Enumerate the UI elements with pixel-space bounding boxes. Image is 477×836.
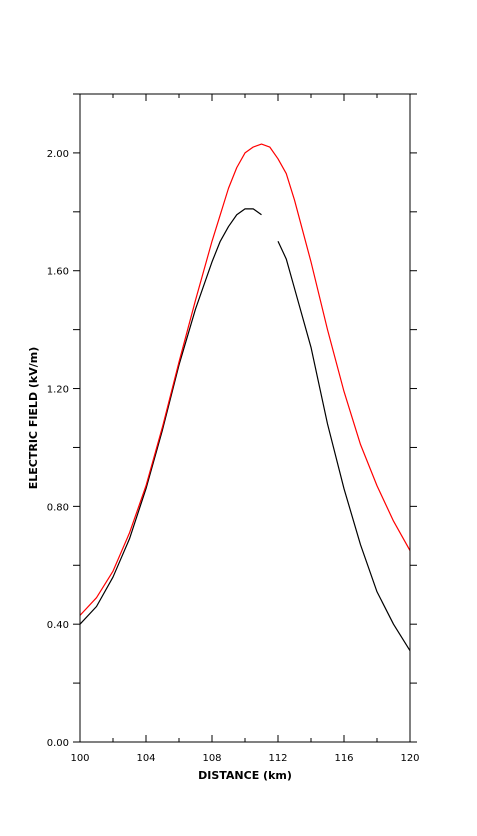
x-axis-title: DISTANCE (km) — [198, 769, 292, 782]
label-layer: 100 104 108 112 116 120 0.00 0.40 0.80 1.20 1.60 2.… — [47, 149, 420, 764]
x-tick-label: 100 — [70, 753, 89, 764]
y-axis-title: ELECTRIC FIELD (kV/m) — [27, 347, 40, 490]
x-tick-label: 112 — [268, 753, 287, 764]
x-tick-label: 120 — [400, 753, 419, 764]
y-tick-label: 0.40 — [47, 620, 69, 631]
y-tick-label: 0.80 — [47, 502, 69, 513]
y-tick-label: 1.60 — [47, 267, 69, 278]
x-tick-label: 104 — [136, 753, 155, 764]
series-line-2 — [79, 143, 411, 616]
y-tick-label: 2.00 — [47, 149, 69, 160]
series-layer — [79, 143, 411, 652]
tick-layer — [73, 93, 417, 743]
y-tick-label: 1.20 — [47, 385, 69, 396]
x-tick-label: 108 — [202, 753, 221, 764]
x-tick-label: 116 — [334, 753, 353, 764]
series-line-1 — [79, 208, 411, 652]
y-tick-label: 0.00 — [47, 738, 69, 749]
